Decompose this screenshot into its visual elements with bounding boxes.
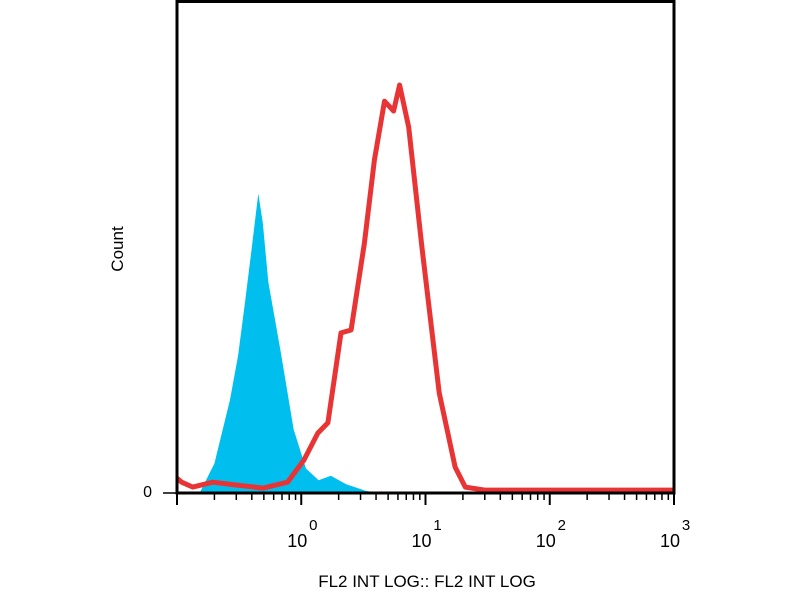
- x-tick-base: 10: [660, 531, 680, 551]
- x-tick-label: 100: [287, 517, 317, 551]
- series-filled-histogram-0: [177, 193, 674, 493]
- x-tick-base: 10: [287, 531, 307, 551]
- x-tick-exponent: 0: [309, 517, 317, 534]
- series-layer: [175, 82, 674, 493]
- x-axis-label: FL2 INT LOG:: FL2 INT LOG: [318, 572, 536, 591]
- x-tick-base: 10: [411, 531, 431, 551]
- x-tick-base: 10: [536, 531, 556, 551]
- y-tick-label-0: 0: [143, 484, 152, 501]
- y-axis-label: Count: [108, 226, 127, 272]
- x-tick-exponent: 2: [558, 517, 566, 534]
- x-tick-label: 101: [411, 517, 441, 551]
- x-tick-label: 102: [536, 517, 566, 551]
- x-axis-ticks: [176, 493, 675, 505]
- series-line-histogram-1: [175, 82, 674, 493]
- x-tick-exponent: 3: [682, 517, 690, 534]
- x-tick-label: 103: [660, 517, 690, 551]
- x-tick-exponent: 1: [433, 517, 441, 534]
